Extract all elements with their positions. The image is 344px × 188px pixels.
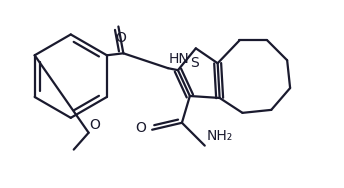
- Text: S: S: [191, 56, 199, 70]
- Text: HN: HN: [169, 52, 190, 66]
- Text: NH₂: NH₂: [207, 129, 233, 143]
- Text: O: O: [90, 118, 100, 132]
- Text: O: O: [135, 121, 146, 135]
- Text: O: O: [115, 31, 126, 45]
